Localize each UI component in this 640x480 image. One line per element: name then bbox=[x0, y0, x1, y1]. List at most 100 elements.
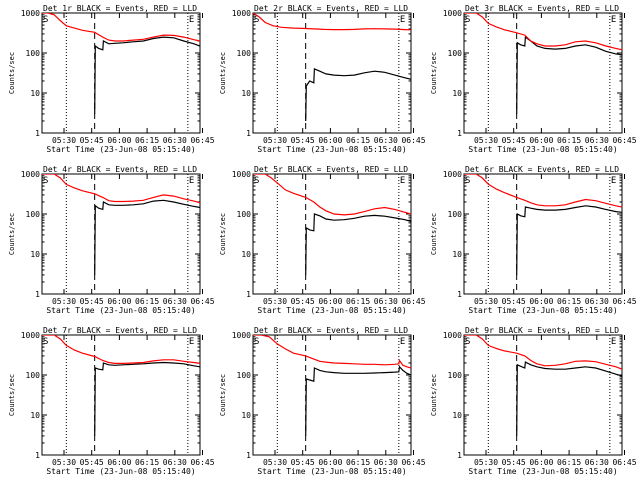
plot-area bbox=[253, 335, 411, 436]
x-axis-label: Start Time (23-Jun-08 05:15:40) bbox=[46, 306, 195, 315]
lld-series-line bbox=[42, 13, 200, 42]
panel-det-9: Det 9r BLACK = Events, RED = LLD 1 10 100 10… bbox=[430, 326, 637, 476]
y-tick-label: 10 bbox=[30, 411, 40, 420]
plot-area bbox=[464, 13, 622, 114]
x-tick-label: 05:30 bbox=[474, 297, 498, 306]
y-axis-label: Counts/sec bbox=[430, 374, 438, 416]
axes-frame bbox=[41, 173, 201, 295]
x-tick-label: 06:00 bbox=[318, 136, 342, 145]
y-tick-label: 100 bbox=[237, 49, 252, 58]
panel-title: Det 5r BLACK = Events, RED = LLD bbox=[254, 165, 408, 174]
y-tick-label: 1000 bbox=[443, 170, 462, 179]
y-tick-label: 10 bbox=[241, 89, 251, 98]
events-series-line bbox=[516, 205, 622, 275]
start-marker: S bbox=[254, 176, 259, 186]
start-marker: S bbox=[254, 15, 259, 25]
y-axis-label: Counts/sec bbox=[8, 374, 16, 416]
panel-det-6: Det 6r BLACK = Events, RED = LLD 1 10 100 10… bbox=[430, 165, 637, 315]
end-marker: E bbox=[189, 176, 194, 186]
x-tick-label: 05:45 bbox=[80, 136, 104, 145]
x-tick-label: 06:30 bbox=[163, 297, 187, 306]
axes-frame bbox=[252, 334, 412, 456]
y-axis-label: Counts/sec bbox=[219, 374, 227, 416]
x-tick-label: 06:45 bbox=[190, 297, 214, 306]
y-tick-label: 100 bbox=[448, 49, 463, 58]
axes-frame bbox=[252, 12, 412, 134]
x-tick-label: 06:15 bbox=[346, 297, 370, 306]
x-tick-label: 06:45 bbox=[190, 458, 214, 467]
axes-frame bbox=[41, 12, 201, 134]
start-marker: S bbox=[465, 15, 470, 25]
end-marker: E bbox=[611, 15, 616, 25]
y-tick-label: 10 bbox=[30, 89, 40, 98]
x-tick-label: 06:15 bbox=[557, 136, 581, 145]
y-tick-label: 1 bbox=[35, 129, 40, 138]
y-tick-label: 1000 bbox=[21, 331, 40, 340]
x-tick-label: 05:45 bbox=[291, 136, 315, 145]
end-marker: E bbox=[611, 176, 616, 186]
plot-area bbox=[253, 174, 411, 275]
start-marker: S bbox=[254, 337, 259, 347]
y-tick-label: 1000 bbox=[443, 331, 462, 340]
x-tick-label: 06:45 bbox=[612, 458, 636, 467]
y-axis-label: Counts/sec bbox=[8, 213, 16, 255]
lld-series-line bbox=[42, 174, 200, 204]
y-tick-label: 1 bbox=[457, 290, 462, 299]
x-tick-label: 06:15 bbox=[557, 458, 581, 467]
x-tick-label: 05:30 bbox=[474, 458, 498, 467]
events-series-line bbox=[94, 199, 200, 275]
y-tick-label: 100 bbox=[237, 210, 252, 219]
axes-frame bbox=[463, 173, 623, 295]
x-tick-label: 05:30 bbox=[52, 297, 76, 306]
panel-det-7: Det 7r BLACK = Events, RED = LLD 1 10 100 10… bbox=[8, 326, 215, 476]
events-series-line bbox=[305, 68, 411, 122]
end-marker: E bbox=[611, 337, 616, 347]
x-tick-label: 06:00 bbox=[529, 136, 553, 145]
y-tick-label: 100 bbox=[26, 210, 41, 219]
panel-title: Det 4r BLACK = Events, RED = LLD bbox=[43, 165, 197, 174]
axes-frame bbox=[252, 173, 412, 295]
y-tick-label: 100 bbox=[448, 371, 463, 380]
lld-series-line bbox=[253, 335, 411, 369]
lld-series-line bbox=[253, 174, 411, 216]
x-axis-label: Start Time (23-Jun-08 05:15:40) bbox=[46, 467, 195, 476]
x-tick-label: 06:00 bbox=[318, 458, 342, 467]
x-tick-label: 06:30 bbox=[585, 136, 609, 145]
x-tick-label: 06:45 bbox=[190, 136, 214, 145]
end-marker: E bbox=[400, 15, 405, 25]
x-tick-label: 05:45 bbox=[291, 297, 315, 306]
y-axis-label: Counts/sec bbox=[219, 52, 227, 94]
x-tick-label: 06:45 bbox=[401, 297, 425, 306]
plot-area bbox=[253, 13, 411, 122]
y-tick-label: 100 bbox=[237, 371, 252, 380]
y-tick-label: 1 bbox=[246, 129, 251, 138]
x-tick-label: 05:45 bbox=[502, 458, 526, 467]
panel-title: Det 9r BLACK = Events, RED = LLD bbox=[465, 326, 619, 335]
y-tick-label: 10 bbox=[452, 250, 462, 259]
x-tick-label: 06:15 bbox=[135, 297, 159, 306]
y-tick-label: 100 bbox=[448, 210, 463, 219]
y-axis-label: Counts/sec bbox=[8, 52, 16, 94]
end-marker: E bbox=[189, 337, 194, 347]
x-tick-label: 05:30 bbox=[52, 458, 76, 467]
y-axis-label: Counts/sec bbox=[430, 52, 438, 94]
x-axis-label: Start Time (23-Jun-08 05:15:40) bbox=[46, 145, 195, 154]
y-tick-label: 1 bbox=[457, 451, 462, 460]
y-tick-label: 1 bbox=[457, 129, 462, 138]
x-axis-label: Start Time (23-Jun-08 05:15:40) bbox=[468, 306, 617, 315]
lld-series-line bbox=[464, 174, 622, 208]
plot-area bbox=[42, 13, 200, 114]
panel-title: Det 8r BLACK = Events, RED = LLD bbox=[254, 326, 408, 335]
x-tick-label: 05:45 bbox=[502, 136, 526, 145]
x-tick-label: 05:45 bbox=[80, 297, 104, 306]
y-tick-label: 10 bbox=[452, 411, 462, 420]
panel-det-8: Det 8r BLACK = Events, RED = LLD 1 10 100 10… bbox=[219, 326, 426, 476]
panel-title: Det 2r BLACK = Events, RED = LLD bbox=[254, 4, 408, 13]
y-tick-label: 1000 bbox=[232, 331, 251, 340]
end-marker: E bbox=[400, 176, 405, 186]
x-tick-label: 05:30 bbox=[474, 136, 498, 145]
y-tick-label: 1000 bbox=[232, 170, 251, 179]
y-axis-label: Counts/sec bbox=[430, 213, 438, 255]
panel-det-4: Det 4r BLACK = Events, RED = LLD 1 10 100 10… bbox=[8, 165, 215, 315]
end-marker: E bbox=[189, 15, 194, 25]
